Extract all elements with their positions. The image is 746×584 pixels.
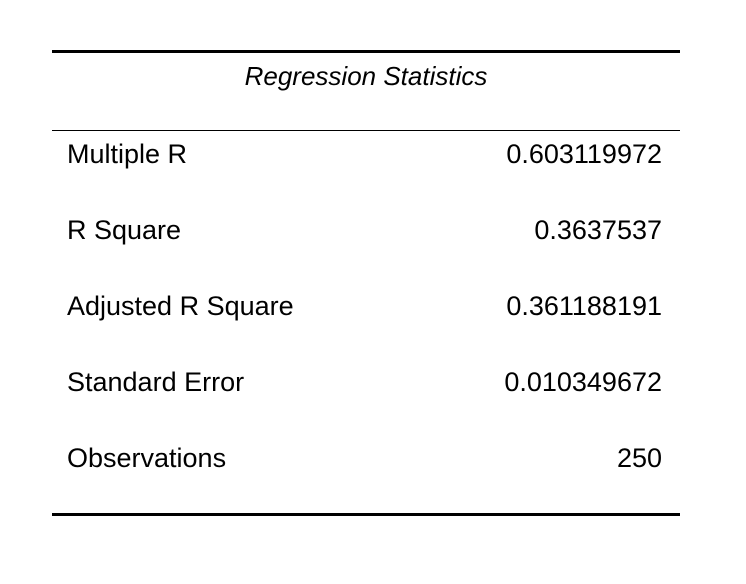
table-row: Standard Error 0.010349672 [52, 364, 680, 400]
table-title: Regression Statistics [244, 61, 488, 91]
row-label: Multiple R [67, 139, 188, 169]
row-value: 0.603119972 [506, 139, 662, 169]
table-row: Adjusted R Square 0.361188191 [52, 288, 680, 324]
row-value: 250 [616, 443, 662, 473]
row-value: 0.010349672 [504, 367, 662, 397]
table-row: Observations 250 [52, 440, 680, 476]
row-label: R Square [67, 215, 182, 245]
top-rule [52, 50, 680, 53]
table-row: R Square 0.3637537 [52, 212, 680, 248]
row-label: Adjusted R Square [67, 291, 294, 321]
row-value: 0.361188191 [506, 291, 662, 321]
header-rule [52, 130, 680, 131]
regression-statistics-table: Regression Statistics Multiple R 0.60311… [52, 50, 680, 518]
bottom-rule [52, 513, 680, 516]
table-row: Multiple R 0.603119972 [52, 136, 680, 172]
row-label: Standard Error [67, 367, 245, 397]
row-label: Observations [67, 443, 227, 473]
row-value: 0.3637537 [534, 215, 662, 245]
